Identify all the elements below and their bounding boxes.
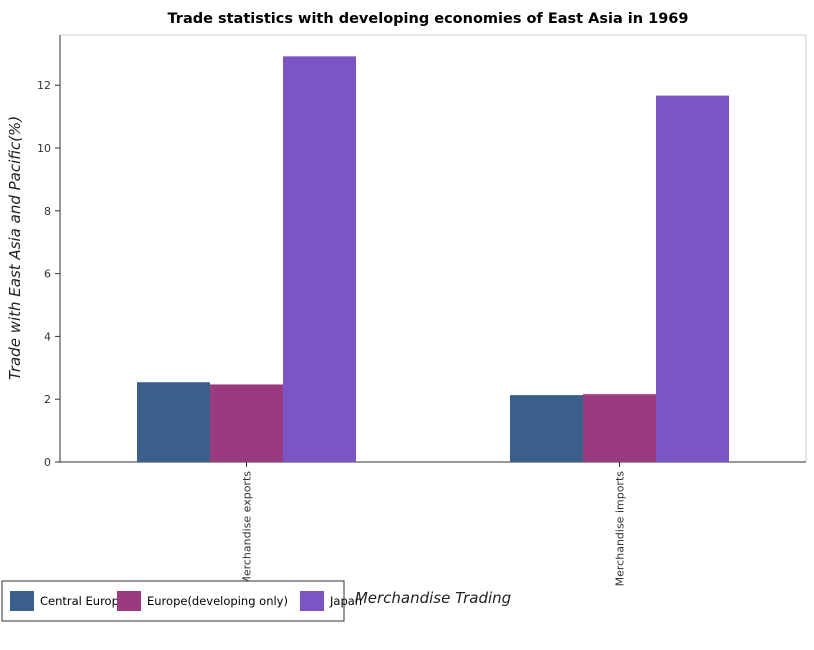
y-tick-label: 2 — [44, 393, 51, 406]
legend-label: Central Europe — [40, 594, 126, 608]
x-axis: Merchandise exports Merchandise imports — [60, 461, 806, 587]
legend-label: Japan — [329, 594, 362, 608]
y-tick-label: 8 — [44, 205, 51, 218]
legend: Central Europe Europe(developing only) Jap… — [1, 580, 362, 622]
y-axis-label: Trade with East Asia and Pacific(%) — [6, 116, 24, 380]
y-axis: 0 2 4 6 8 10 12 — [37, 35, 61, 469]
x-axis-label: Merchandise Trading — [355, 589, 511, 607]
x-tick-label: Merchandise imports — [614, 471, 627, 587]
bar-central-europe-1 — [137, 382, 210, 462]
y-tick-label: 4 — [44, 330, 51, 343]
chart-title: Trade statistics with developing economi… — [168, 11, 689, 27]
bar-central-europe-2 — [510, 395, 583, 462]
bar-japan-1 — [283, 56, 356, 462]
legend-box — [1, 580, 345, 622]
y-tick-label: 10 — [37, 142, 51, 155]
x-tick-label: Merchandise exports — [241, 471, 254, 586]
y-tick-label: 6 — [44, 268, 51, 281]
bars — [137, 56, 729, 463]
legend-swatch — [10, 591, 34, 611]
legend-label: Europe(developing only) — [147, 594, 288, 608]
legend-swatch — [117, 591, 141, 611]
bar-europe-developing-only-2 — [583, 394, 656, 462]
y-tick-label: 12 — [37, 79, 51, 92]
bar-japan-2 — [656, 95, 729, 463]
y-tick-label: 0 — [44, 456, 51, 469]
legend-swatch — [300, 591, 324, 611]
bar-europe-developing-only-1 — [210, 384, 283, 462]
